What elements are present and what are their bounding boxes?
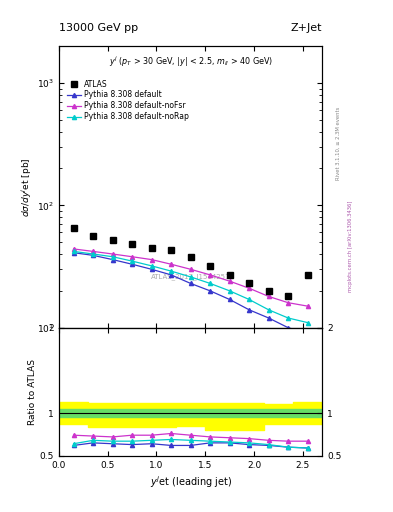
Pythia 8.308 default — [208, 288, 213, 294]
Pythia 8.308 default-noFsr — [130, 253, 134, 260]
Line: Pythia 8.308 default-noFsr: Pythia 8.308 default-noFsr — [72, 247, 310, 308]
Pythia 8.308 default — [149, 266, 154, 272]
Pythia 8.308 default-noRap — [266, 307, 271, 313]
Pythia 8.308 default-noRap — [188, 274, 193, 280]
Pythia 8.308 default — [227, 296, 232, 303]
Pythia 8.308 default — [247, 307, 252, 313]
Pythia 8.308 default-noFsr — [227, 278, 232, 284]
Pythia 8.308 default-noRap — [305, 319, 310, 326]
Pythia 8.308 default — [266, 315, 271, 321]
Pythia 8.308 default-noFsr — [305, 303, 310, 309]
Text: 13000 GeV pp: 13000 GeV pp — [59, 23, 138, 33]
ATLAS — [91, 233, 95, 239]
ATLAS — [71, 225, 76, 231]
Pythia 8.308 default — [130, 261, 134, 267]
Pythia 8.308 default-noRap — [130, 258, 134, 264]
Text: $y^{j}$ ($p_{T}$ > 30 GeV, $|y|$ < 2.5, $m_{ll}$ > 40 GeV): $y^{j}$ ($p_{T}$ > 30 GeV, $|y|$ < 2.5, … — [108, 55, 273, 69]
ATLAS — [149, 245, 154, 251]
Pythia 8.308 default-noRap — [71, 248, 76, 254]
ATLAS — [266, 288, 271, 294]
ATLAS — [305, 272, 310, 278]
Line: Pythia 8.308 default: Pythia 8.308 default — [72, 250, 310, 335]
ATLAS — [247, 281, 252, 287]
ATLAS — [188, 253, 193, 260]
Pythia 8.308 default — [286, 325, 290, 331]
Pythia 8.308 default-noFsr — [188, 266, 193, 272]
Text: ATLAS_2017_I1514251: ATLAS_2017_I1514251 — [151, 273, 230, 281]
Pythia 8.308 default-noFsr — [208, 272, 213, 278]
ATLAS — [110, 237, 115, 243]
Line: Pythia 8.308 default-noRap: Pythia 8.308 default-noRap — [72, 249, 310, 325]
Pythia 8.308 default-noRap — [91, 251, 95, 257]
ATLAS — [169, 247, 173, 253]
Pythia 8.308 default-noRap — [227, 288, 232, 294]
Text: Rivet 3.1.10, ≥ 2.3M events: Rivet 3.1.10, ≥ 2.3M events — [336, 106, 341, 180]
ATLAS — [130, 241, 134, 247]
Text: mcplots.cern.ch [arXiv:1306.3436]: mcplots.cern.ch [arXiv:1306.3436] — [348, 200, 353, 291]
Pythia 8.308 default-noFsr — [286, 300, 290, 306]
Pythia 8.308 default — [71, 250, 76, 256]
Pythia 8.308 default — [169, 272, 173, 278]
Pythia 8.308 default-noRap — [286, 315, 290, 321]
Pythia 8.308 default-noFsr — [110, 251, 115, 257]
Pythia 8.308 default-noRap — [149, 263, 154, 269]
ATLAS — [227, 272, 232, 278]
Pythia 8.308 default-noRap — [208, 281, 213, 287]
Line: ATLAS: ATLAS — [71, 225, 310, 299]
Y-axis label: $d\sigma/dy^{j}$et [pb]: $d\sigma/dy^{j}$et [pb] — [20, 157, 34, 217]
ATLAS — [286, 293, 290, 300]
Pythia 8.308 default-noFsr — [71, 246, 76, 252]
X-axis label: $y^{j}$et (leading jet): $y^{j}$et (leading jet) — [150, 474, 231, 489]
Pythia 8.308 default-noRap — [247, 296, 252, 303]
Pythia 8.308 default-noFsr — [169, 261, 173, 267]
Pythia 8.308 default-noFsr — [247, 285, 252, 291]
Text: Z+Jet: Z+Jet — [291, 23, 322, 33]
Y-axis label: Ratio to ATLAS: Ratio to ATLAS — [28, 359, 37, 424]
Pythia 8.308 default — [110, 257, 115, 263]
Pythia 8.308 default — [188, 281, 193, 287]
Pythia 8.308 default — [91, 252, 95, 259]
ATLAS — [208, 263, 213, 269]
Pythia 8.308 default-noFsr — [91, 248, 95, 254]
Pythia 8.308 default-noRap — [110, 253, 115, 260]
Pythia 8.308 default-noFsr — [149, 257, 154, 263]
Legend: ATLAS, Pythia 8.308 default, Pythia 8.308 default-noFsr, Pythia 8.308 default-no: ATLAS, Pythia 8.308 default, Pythia 8.30… — [65, 78, 190, 123]
Pythia 8.308 default — [305, 330, 310, 336]
Pythia 8.308 default-noRap — [169, 268, 173, 274]
Pythia 8.308 default-noFsr — [266, 293, 271, 300]
